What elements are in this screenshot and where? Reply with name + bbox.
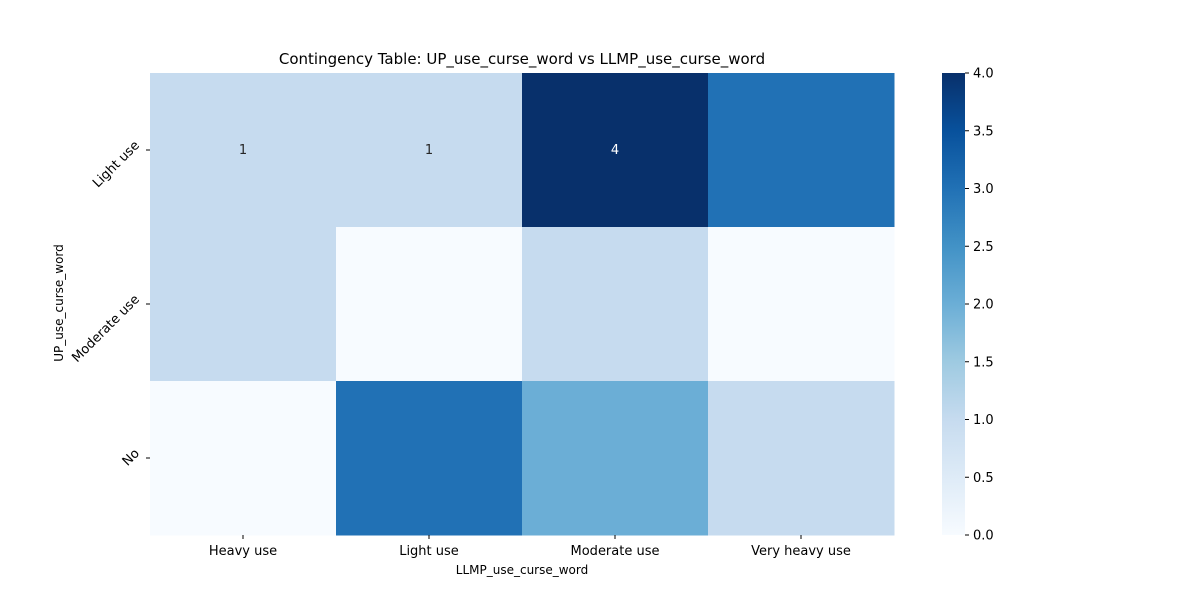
colorbar-tick-label: 4.0 (973, 67, 994, 82)
heatmap-cell-r1-c3 (708, 227, 895, 382)
cell-annotation-r0-c1: 1 (425, 143, 433, 158)
y-tick-label: Light use (90, 138, 143, 191)
heatmap-cell-r0-c2 (522, 73, 709, 228)
x-tick-label: Moderate use (571, 544, 660, 559)
colorbar-tick-label: 2.0 (973, 298, 994, 313)
heatmap-cell-r0-c0 (150, 73, 337, 228)
colorbar-gradient (942, 73, 965, 535)
heatmap-cell-r0-c3 (708, 73, 895, 228)
y-axis: Light use Moderate use No (69, 138, 150, 469)
heatmap-cell-r2-c2 (522, 381, 709, 536)
heatmap-cell-r2-c0 (150, 381, 337, 536)
heatmap-cells (150, 73, 895, 536)
heatmap-cell-r1-c1 (336, 227, 523, 382)
heatmap-cell-r2-c3 (708, 381, 895, 536)
cell-annotation-r0-c2: 4 (611, 143, 619, 158)
colorbar-tick-label: 3.0 (973, 182, 994, 197)
heatmap-cell-r2-c1 (336, 381, 523, 536)
heatmap-cell-r1-c0 (150, 227, 337, 382)
x-axis: Heavy use Light use Moderate use Very heavy… (209, 535, 851, 559)
y-tick-label: Moderate use (69, 292, 143, 366)
colorbar-tick-label: 0.5 (973, 471, 994, 486)
colorbar-tick-label: 1.0 (973, 413, 994, 428)
colorbar-tick-label: 1.5 (973, 355, 994, 370)
cell-annotation-r0-c0: 1 (239, 143, 247, 158)
colorbar: 0.0 0.5 1.0 1.5 2.0 2.5 3.0 3.5 4.0 (942, 67, 994, 544)
heatmap-annotations: 1 1 4 (239, 143, 619, 158)
y-axis-label: UP_use_curse_word (52, 244, 66, 362)
heatmap-cell-r1-c2 (522, 227, 709, 382)
x-tick-label: Heavy use (209, 544, 277, 559)
colorbar-tick-label: 0.0 (973, 529, 994, 544)
x-axis-label: LLMP_use_curse_word (456, 563, 588, 577)
colorbar-tick-label: 2.5 (973, 240, 994, 255)
x-tick-label: Light use (399, 544, 459, 559)
x-tick-label: Very heavy use (751, 544, 851, 559)
heatmap-cell-r0-c1 (336, 73, 523, 228)
chart-title: Contingency Table: UP_use_curse_word vs … (279, 50, 765, 69)
y-tick-label: No (120, 446, 143, 469)
colorbar-tick-label: 3.5 (973, 124, 994, 139)
